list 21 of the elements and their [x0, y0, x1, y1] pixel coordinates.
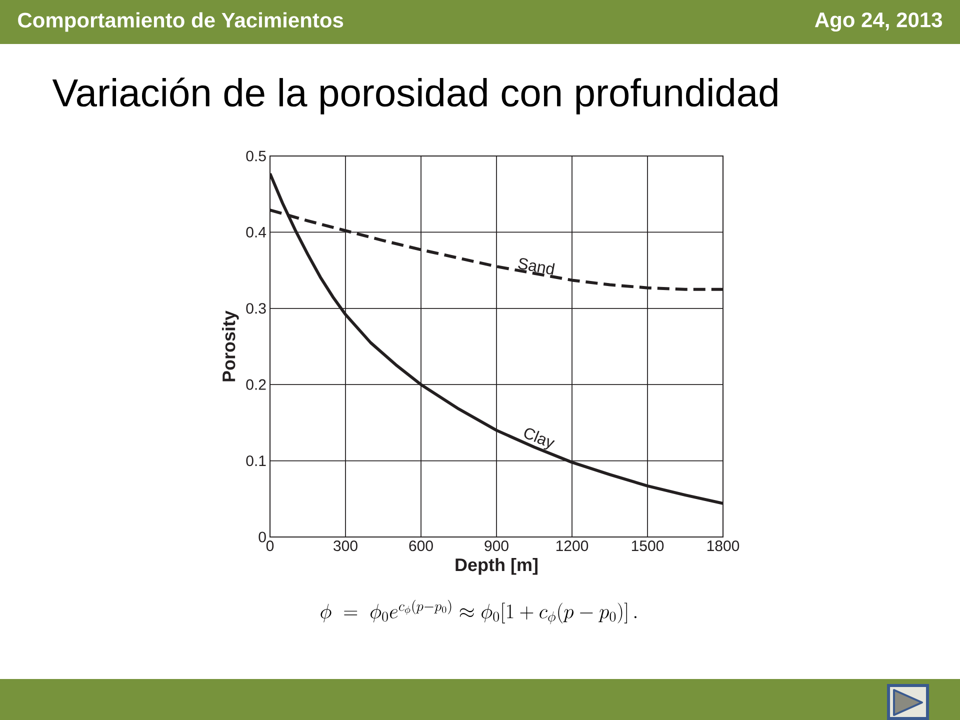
- text: Sand: [518, 258, 555, 275]
- x-tick-label: 1200: [556, 540, 588, 552]
- y-tick-label: 0.4: [246, 226, 266, 238]
- text: Ago 24, 2013: [814, 12, 942, 32]
- y-tick-label: 0.3: [246, 303, 266, 314]
- chart-title: Variación de la porosidad con profundidad: [52, 78, 778, 114]
- y-tick-label: 0.2: [246, 379, 266, 390]
- text: Clay: [524, 428, 555, 450]
- x-tick-label: 900: [484, 540, 508, 552]
- text: Comportamiento de Yacimientos: [18, 12, 344, 32]
- x-axis-title: Depth [m]: [456, 558, 538, 575]
- x-tick-label: 300: [334, 540, 358, 552]
- x-tick-label: 0: [266, 540, 274, 552]
- y-tick-label: 0: [258, 532, 266, 542]
- y-tick-label: 0.1: [246, 455, 266, 466]
- x-tick-label: 1500: [632, 540, 664, 552]
- y-axis-title: Porosity: [222, 310, 239, 382]
- x-tick-label: 600: [409, 540, 433, 552]
- text: $\phi \;=\; \phi_0 e^{c_\phi (p - p_0)} \approx \phi_0 [1 + c_\phi (p - p_0)]\,.$: [320, 600, 636, 624]
- y-tick-label: 0.5: [246, 150, 266, 162]
- x-tick-label: 1800: [707, 540, 740, 552]
